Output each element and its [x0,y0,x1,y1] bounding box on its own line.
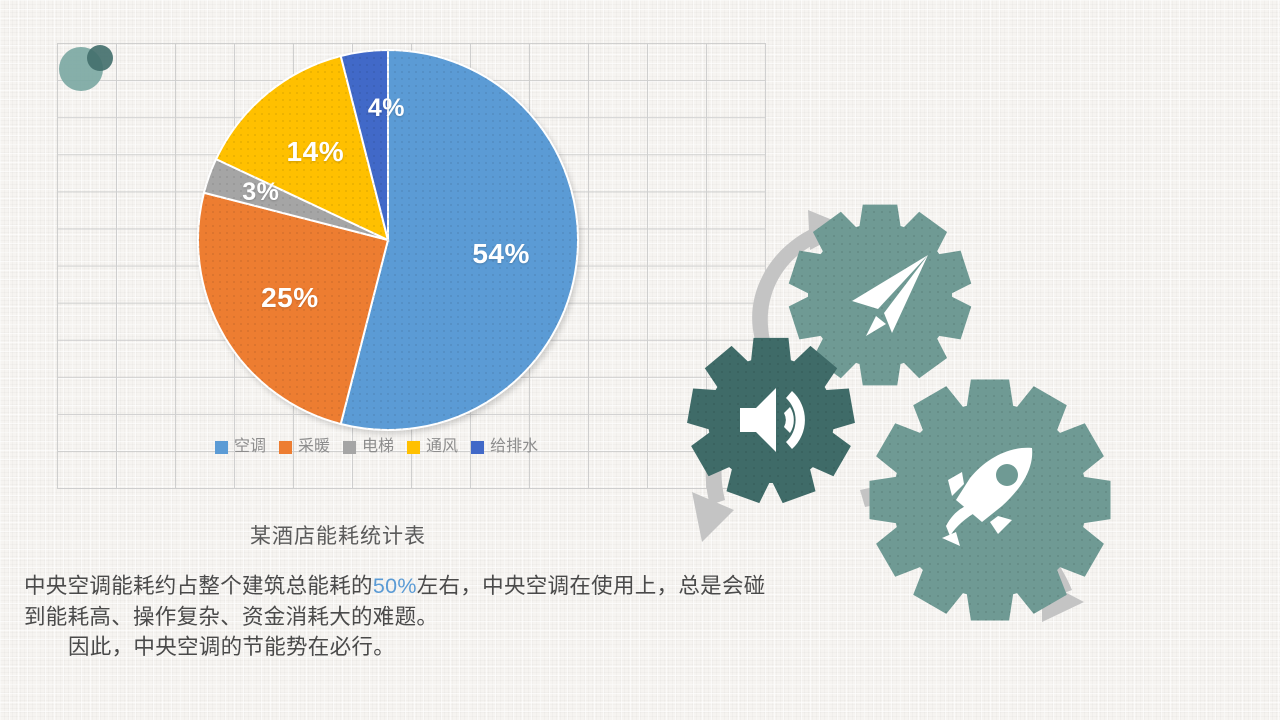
body-line1-post: 左右，中央空调在使用上，总是会碰 [416,574,766,598]
pie-slice-texture-0 [340,50,579,431]
legend-item-采暖: 采暖 [279,439,330,455]
pie-slice-texture-4 [340,50,388,240]
paper-plane-icon [852,255,928,336]
chart-legend: 空调 采暖 电梯 通风 给排水 [215,439,538,455]
legend-swatch-icon [407,440,421,454]
pie-label-0: 54% [472,238,530,270]
pie-slice-texture-2 [203,159,388,240]
gears-illustration [680,170,1280,690]
legend-swatch-icon [343,440,357,454]
chart-caption: 某酒店能耗统计表 [250,525,426,548]
legend-label: 采暖 [298,438,331,455]
legend-item-空调: 空调 [215,439,266,455]
legend-item-给排水: 给排水 [471,439,538,455]
body-paragraph: 中央空调能耗约占整个建筑总能耗的50%左右，中央空调在使用上，总是会碰 到能耗高… [24,571,884,663]
legend-swatch-icon [279,440,293,454]
pie-chart-svg [197,48,579,431]
legend-item-通风: 通风 [407,439,458,455]
body-line3: 因此，中央空调的节能势在必行。 [68,635,396,660]
body-line1-pre: 中央空调能耗约占整个建筑总能耗的 [24,574,373,598]
gear-rocket [869,379,1111,621]
legend-item-电梯: 电梯 [343,439,394,455]
pie-label-3: 14% [286,136,345,168]
pie-slice-texture-1 [198,192,388,425]
legend-label: 空调 [234,438,267,455]
overlapping-circles-logo [57,43,117,93]
body-line2: 到能耗高、操作复杂、资金消耗大的难题。 [24,604,439,629]
gears-svg [687,204,1111,622]
legend-swatch-icon [215,440,228,454]
gear-speaker [687,337,855,504]
legend-label: 电梯 [362,438,395,455]
legend-label: 给排水 [490,438,539,455]
legend-label: 通风 [426,438,459,455]
pie-label-4: 4% [367,94,406,123]
gear-paper-plane [788,204,972,386]
body-highlight: 50% [372,574,417,598]
pie-chart: 54% 25% 3% 14% 4% [190,42,586,438]
pie-label-1: 25% [261,282,319,314]
rocket-icon [942,447,1033,546]
pie-label-2: 3% [242,177,280,206]
speaker-icon [740,388,805,452]
pie-slice-texture-3 [216,55,388,240]
logo-circle-small [87,45,113,71]
legend-swatch-icon [471,440,485,454]
